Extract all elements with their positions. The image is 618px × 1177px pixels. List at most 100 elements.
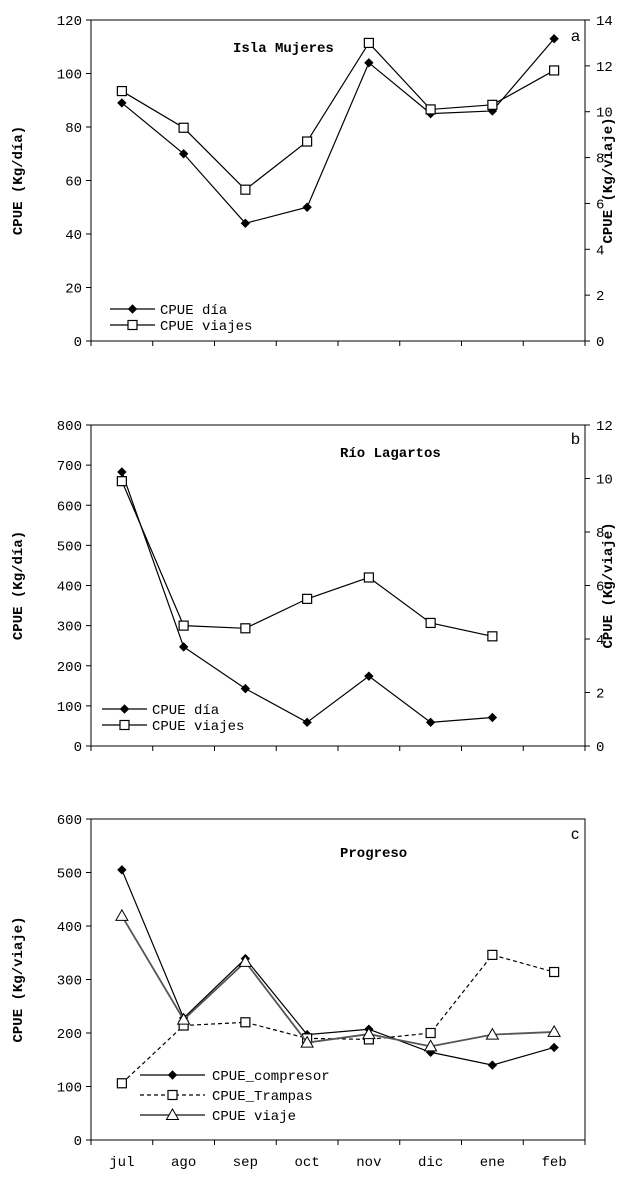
y-tick-label: 400 xyxy=(57,920,82,936)
data-point xyxy=(240,1017,251,1028)
data-point xyxy=(364,58,374,68)
legend-marker xyxy=(165,1107,180,1120)
y-tick-label: 300 xyxy=(57,620,82,636)
legend-marker xyxy=(119,704,130,714)
data-point xyxy=(300,1035,314,1048)
legend-marker xyxy=(167,1070,178,1080)
data-point xyxy=(487,631,498,642)
data-point xyxy=(423,1039,438,1052)
data-point xyxy=(116,476,127,487)
x-tick-label: dic xyxy=(418,1155,443,1171)
y2-tick-label: 12 xyxy=(596,419,613,435)
y-tick-label: 100 xyxy=(57,68,82,84)
series-cpue-viajes xyxy=(116,37,560,195)
y2-tick-label: 0 xyxy=(596,740,604,756)
chart-title: Río Lagartos xyxy=(340,446,441,462)
y-tick-label: 200 xyxy=(57,1027,82,1043)
x-tick-label: oct xyxy=(295,1155,320,1171)
data-point xyxy=(302,593,313,604)
plot-frame xyxy=(90,818,586,1141)
data-point xyxy=(425,617,436,629)
y-tick-label: 100 xyxy=(57,700,82,716)
legend-label: CPUE viaje xyxy=(212,1109,296,1125)
data-point xyxy=(487,1060,498,1070)
data-point xyxy=(117,467,127,477)
y-tick-label: 200 xyxy=(57,660,82,676)
data-point xyxy=(178,122,189,133)
y-tick-label: 700 xyxy=(57,459,82,475)
panel-c: 0 100 200 300 400 500 600 jul ago sep oct nov dic ene… xyxy=(11,813,586,1171)
data-point xyxy=(117,98,127,108)
data-point xyxy=(363,572,374,583)
panel-letter: c xyxy=(571,826,579,843)
y-tick-label: 300 xyxy=(57,974,82,990)
y-tick-label: 60 xyxy=(65,175,82,191)
data-point xyxy=(115,908,129,921)
legend-marker xyxy=(119,719,130,731)
chart-title: Progreso xyxy=(340,846,407,862)
legend-marker xyxy=(167,1089,178,1101)
y2-tick-label: 8 xyxy=(596,526,604,542)
panel-a: 0 20 40 60 80 100 120 0 2 4 6 8 10 12 14 CPUE (Kg/día) C… xyxy=(11,14,617,351)
data-point xyxy=(364,671,374,681)
legend-label: CPUE día xyxy=(160,303,227,319)
y2-tick-label: 4 xyxy=(596,243,604,259)
legend-marker xyxy=(127,319,138,331)
y-axis-label: CPUE (Kg/día) xyxy=(11,126,27,235)
data-point xyxy=(487,99,498,110)
series-line xyxy=(121,480,493,637)
data-point xyxy=(238,954,253,967)
legend-label: CPUE_Trampas xyxy=(212,1089,313,1105)
data-point xyxy=(178,642,189,652)
plot-frame xyxy=(90,424,586,747)
data-point xyxy=(178,620,189,631)
panel-b: 0 100 200 300 400 500 600 700 800 0 2 4 6 8 10 12 CPUE (… xyxy=(11,419,617,756)
data-point xyxy=(302,717,312,728)
legend-label: CPUE viajes xyxy=(152,719,244,735)
legend-label: CPUE día xyxy=(152,703,219,719)
y2-tick-label: 12 xyxy=(596,60,613,76)
data-point xyxy=(302,136,313,147)
y2-tick-label: 10 xyxy=(596,106,613,122)
y-tick-label: 120 xyxy=(57,14,82,30)
x-tick-label: feb xyxy=(542,1155,567,1171)
data-point xyxy=(485,1027,500,1040)
data-point xyxy=(116,1078,127,1089)
data-point xyxy=(302,202,312,212)
y2-tick-label: 2 xyxy=(596,289,604,305)
y-tick-label: 0 xyxy=(74,740,82,756)
legend-label: CPUE_compresor xyxy=(212,1069,330,1085)
y-tick-label: 500 xyxy=(57,867,82,883)
y2-tick-label: 6 xyxy=(596,197,604,213)
y2-tick-label: 8 xyxy=(596,152,604,168)
series-line xyxy=(121,869,555,1066)
y-tick-label: 0 xyxy=(74,335,82,351)
data-point xyxy=(549,966,560,978)
data-point xyxy=(549,1042,559,1053)
data-point xyxy=(117,865,127,875)
y2-axis-label: CPUE (Kg/viaje) xyxy=(601,117,617,243)
y-tick-label: 20 xyxy=(65,282,82,298)
y-tick-label: 100 xyxy=(57,1081,82,1097)
y-tick-label: 400 xyxy=(57,580,82,596)
series-cpue-d-a xyxy=(117,467,498,728)
data-point xyxy=(362,1027,376,1040)
x-tick-label: jul xyxy=(109,1155,134,1171)
data-point xyxy=(240,218,251,229)
y2-tick-label: 0 xyxy=(596,335,604,351)
y-tick-label: 0 xyxy=(74,1134,82,1150)
y-tick-label: 600 xyxy=(57,813,82,829)
x-tick-label: ago xyxy=(171,1155,196,1171)
data-point xyxy=(549,65,560,76)
series-line xyxy=(121,38,555,224)
y-tick-label: 800 xyxy=(57,419,82,435)
data-point xyxy=(178,149,189,159)
y-axis-label: CPUE (Kg/viaje) xyxy=(11,916,27,1042)
x-tick-label: sep xyxy=(233,1155,258,1171)
data-point xyxy=(240,683,251,694)
data-point xyxy=(487,949,498,960)
data-point xyxy=(547,1024,561,1037)
panel-letter: b xyxy=(571,431,580,448)
y2-tick-label: 2 xyxy=(596,687,604,703)
